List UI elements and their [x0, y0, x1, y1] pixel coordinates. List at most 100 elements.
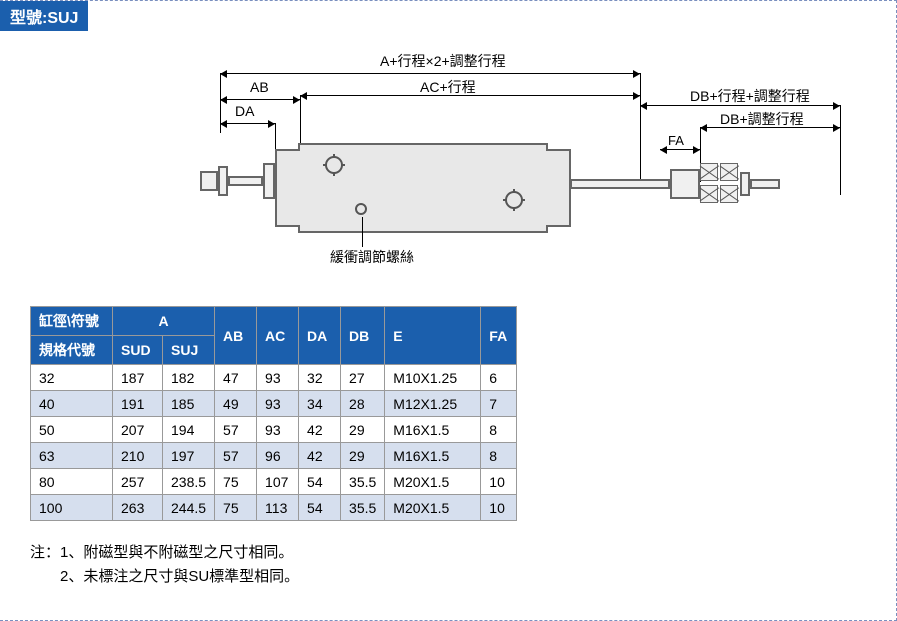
cell-ab: 49 [215, 391, 257, 417]
cell-ac: 93 [257, 365, 299, 391]
cell-e: M16X1.5 [385, 417, 481, 443]
dim-line-db1 [640, 105, 840, 106]
cell-db: 35.5 [341, 495, 385, 521]
model-badge: 型號:SUJ [0, 1, 88, 31]
lock-nut [700, 163, 718, 181]
cell-suj: 197 [163, 443, 215, 469]
table-row: 6321019757964229M16X1.58 [31, 443, 517, 469]
rod-tail [750, 179, 780, 189]
cell-ac: 107 [257, 469, 299, 495]
dim-label-db-adj: DB+調整行程 [720, 109, 804, 129]
cell-sud: 187 [113, 365, 163, 391]
cell-da: 54 [299, 495, 341, 521]
cell-sud: 263 [113, 495, 163, 521]
note-2: 2、未標注之尺寸與SU標準型相同。 [30, 565, 299, 589]
notes: 注：1、附磁型與不附磁型之尺寸相同。 2、未標注之尺寸與SU標準型相同。 [30, 541, 299, 589]
dimension-table: 缸徑\符號 A AB AC DA DB E FA 規格代號 SUD SUJ 32… [30, 306, 517, 521]
cell-size: 100 [31, 495, 113, 521]
cell-sud: 191 [113, 391, 163, 417]
cell-e: M12X1.25 [385, 391, 481, 417]
cell-fa: 10 [481, 495, 517, 521]
rod-nut [200, 171, 218, 191]
cell-size: 80 [31, 469, 113, 495]
table-row: 5020719457934229M16X1.58 [31, 417, 517, 443]
cell-fa: 10 [481, 469, 517, 495]
cell-fa: 8 [481, 443, 517, 469]
cell-ab: 75 [215, 495, 257, 521]
cell-sud: 210 [113, 443, 163, 469]
rod-block [670, 169, 700, 199]
cell-fa: 7 [481, 391, 517, 417]
dim-label-db-stroke: DB+行程+調整行程 [690, 86, 810, 106]
table-row: 4019118549933428M12X1.257 [31, 391, 517, 417]
cell-ab: 57 [215, 417, 257, 443]
dim-line-da [220, 123, 275, 124]
th-sud: SUD [113, 336, 163, 365]
cell-fa: 8 [481, 417, 517, 443]
cell-da: 42 [299, 443, 341, 469]
cell-e: M20X1.5 [385, 469, 481, 495]
cell-ab: 75 [215, 469, 257, 495]
th-a: A [113, 307, 215, 336]
dim-label-overall: A+行程×2+調整行程 [380, 51, 506, 71]
cell-sud: 207 [113, 417, 163, 443]
cell-suj: 238.5 [163, 469, 215, 495]
cell-ab: 47 [215, 365, 257, 391]
th-db: DB [341, 307, 385, 365]
cell-da: 32 [299, 365, 341, 391]
cell-ac: 93 [257, 391, 299, 417]
cell-sud: 257 [113, 469, 163, 495]
end-cap-left [275, 149, 300, 227]
cell-size: 40 [31, 391, 113, 417]
lock-nut [720, 163, 738, 181]
cell-fa: 6 [481, 365, 517, 391]
leader-line [362, 217, 363, 247]
dim-label-ac: AC+行程 [420, 77, 476, 97]
dim-line-overall [220, 73, 640, 74]
cylinder-diagram: A+行程×2+調整行程 AC+行程 AB DA DB+行程+調整行程 DB+調整… [200, 51, 860, 281]
end-cap-right [546, 149, 571, 227]
ext-line [640, 73, 641, 183]
cell-ac: 93 [257, 417, 299, 443]
rod-end [740, 172, 750, 196]
port-circle [505, 191, 523, 209]
cell-ac: 96 [257, 443, 299, 469]
port-circle [325, 156, 343, 174]
th-ac: AC [257, 307, 299, 365]
rod-nut [218, 166, 228, 196]
note-1: 注：1、附磁型與不附磁型之尺寸相同。 [30, 541, 299, 565]
cell-e: M10X1.25 [385, 365, 481, 391]
table-row: 80257238.5751075435.5M20X1.510 [31, 469, 517, 495]
dim-line-ac [300, 95, 640, 96]
cell-ac: 113 [257, 495, 299, 521]
lock-nut [720, 185, 738, 203]
cell-da: 34 [299, 391, 341, 417]
rod-left [228, 176, 263, 186]
cell-suj: 185 [163, 391, 215, 417]
adj-screw-label: 緩衝調節螺絲 [330, 247, 414, 267]
lock-nut [700, 185, 718, 203]
dim-line-fa [660, 149, 700, 150]
cell-db: 27 [341, 365, 385, 391]
dim-label-ab: AB [250, 79, 269, 95]
dim-label-fa: FA [668, 133, 684, 148]
cell-db: 35.5 [341, 469, 385, 495]
th-size: 缸徑\符號 [31, 307, 113, 336]
cell-e: M16X1.5 [385, 443, 481, 469]
cell-size: 50 [31, 417, 113, 443]
th-ab: AB [215, 307, 257, 365]
dim-line-db2 [700, 127, 840, 128]
cell-suj: 182 [163, 365, 215, 391]
th-e: E [385, 307, 481, 365]
dim-label-da: DA [235, 103, 254, 119]
cell-e: M20X1.5 [385, 495, 481, 521]
rod-collar [263, 163, 275, 199]
adj-screw-icon [355, 203, 367, 215]
dim-line-ab [220, 99, 300, 100]
cell-db: 29 [341, 417, 385, 443]
th-da: DA [299, 307, 341, 365]
th-spec: 規格代號 [31, 336, 113, 365]
th-fa: FA [481, 307, 517, 365]
table-row: 3218718247933227M10X1.256 [31, 365, 517, 391]
cell-ab: 57 [215, 443, 257, 469]
